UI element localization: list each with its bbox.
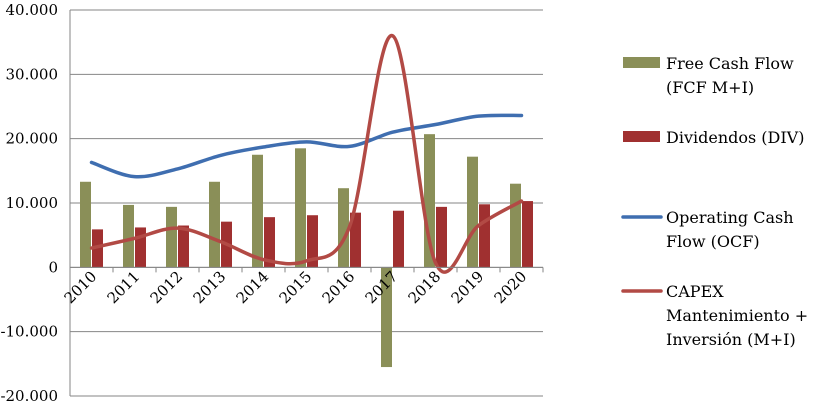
bar-free-2020	[510, 183, 521, 268]
bar-dividendos-2011	[135, 227, 146, 268]
y-tick-label: 10.000	[6, 194, 59, 212]
x-tick-label: 2011	[104, 267, 144, 307]
legend-label: Operating Cash	[666, 208, 794, 227]
legend-label: Free Cash Flow	[666, 54, 794, 73]
line-capex	[89, 33, 524, 274]
y-tick-label: 40.000	[6, 1, 59, 19]
legend: Free Cash Flow (FCF M+I) Dividendos (DIV) O…	[621, 54, 808, 349]
bar-free-2012	[166, 206, 177, 268]
y-tick-label: -10.000	[0, 323, 58, 341]
bar-dividendos-2019	[479, 204, 490, 268]
x-tick-label: 2016	[319, 267, 359, 307]
series-lines	[89, 33, 524, 274]
x-tick-label: 2012	[147, 267, 187, 307]
x-tick-label: 2020	[491, 267, 531, 307]
bar-dividendos-2016	[350, 212, 361, 268]
x-tick-label: 2015	[276, 267, 316, 307]
line-operating	[89, 113, 524, 179]
legend-label: Flow (OCF)	[666, 232, 760, 251]
bar-dividendos-2014	[264, 217, 275, 268]
legend-label: (FCF M+I)	[666, 78, 754, 97]
bar-free-2011	[123, 204, 134, 268]
bar-dividendos-2020	[522, 201, 533, 268]
y-tick-label: 30.000	[6, 65, 59, 83]
bar-free-2010	[80, 181, 91, 268]
bars	[80, 134, 533, 368]
bar-dividendos-2017	[393, 210, 404, 268]
y-tick-label: -20.000	[0, 387, 58, 405]
x-tick-label: 2010	[61, 267, 101, 307]
x-tick-label: 2013	[190, 267, 230, 307]
x-tick-labels: 2010 2011 2012 2013 2014 2015 2016 2017 2018 2019…	[61, 267, 531, 307]
y-tick-label: 20.000	[6, 130, 59, 148]
y-tick-labels: -20.000 -10.000 0 10.000 20.000 30.000 40.000	[0, 1, 58, 405]
bar-free-2015	[295, 148, 306, 268]
legend-label: Inversión (M+I)	[666, 330, 796, 349]
bar-free-2013	[209, 181, 220, 268]
bar-free-2016	[338, 188, 349, 268]
axes	[69, 10, 544, 396]
bar-free-2017	[381, 267, 392, 368]
x-tick-label: 2014	[233, 267, 273, 307]
bar-dividendos-2012	[178, 225, 189, 268]
legend-swatch	[623, 57, 660, 68]
y-tick-label: 0	[48, 258, 58, 276]
legend-label: Mantenimiento +	[666, 306, 808, 325]
bar-free-2014	[252, 154, 263, 268]
legend-swatch	[623, 131, 660, 142]
legend-label: CAPEX	[666, 282, 724, 301]
x-tick-label: 2019	[448, 267, 488, 307]
bar-dividendos-2015	[307, 215, 318, 268]
bar-free-2018	[424, 134, 435, 268]
legend-label: Dividendos (DIV)	[666, 128, 804, 147]
bar-dividendos-2018	[436, 206, 447, 268]
bar-free-2019	[467, 156, 478, 268]
x-tick-label: 2018	[405, 267, 445, 307]
